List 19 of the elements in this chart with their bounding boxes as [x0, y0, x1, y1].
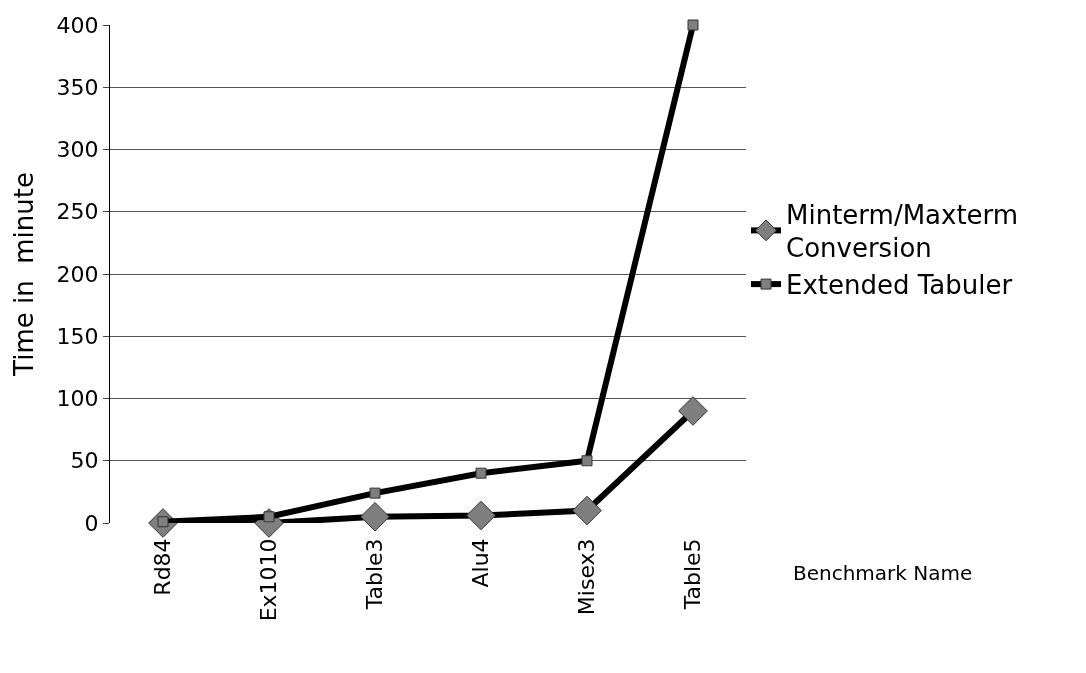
- y-tick-label: 350: [56, 74, 99, 100]
- y-tick-label: 400: [56, 12, 99, 38]
- x-tick-label: Ex1010: [256, 538, 282, 622]
- y-tick-label: 0: [84, 510, 99, 536]
- x-tick-label: Rd84: [150, 538, 176, 596]
- x-tick-label: Misex3: [574, 538, 600, 616]
- y-tick-label: 300: [56, 137, 99, 163]
- y-tick-label: 250: [56, 199, 99, 225]
- y-tick-label: 100: [56, 386, 99, 412]
- y-tick-label: 150: [56, 323, 99, 349]
- y-axis-title: Time in minute: [9, 172, 39, 377]
- legend-label: Minterm/Maxterm Conversion: [786, 199, 1019, 264]
- legend-label: Extended Tabuler: [786, 270, 1013, 301]
- x-tick-label: Table3: [362, 538, 388, 611]
- y-tick-label: 50: [70, 448, 99, 474]
- x-tick-label: Alu4: [468, 538, 494, 588]
- y-tick-label: 200: [56, 261, 99, 287]
- x-axis-title: Benchmark Name: [793, 561, 973, 585]
- x-tick-label: Table5: [680, 538, 706, 611]
